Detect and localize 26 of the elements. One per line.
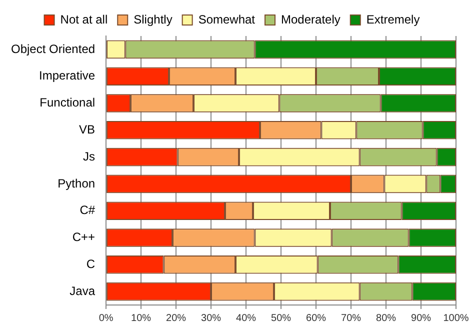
x-tick-label: 50% <box>271 312 292 324</box>
x-tick-label: 30% <box>201 312 222 324</box>
y-tick-label: Js <box>83 149 96 164</box>
y-tick-label: C# <box>80 203 96 218</box>
legend-label: Slightly <box>134 12 172 26</box>
x-tick-label: 90% <box>410 312 432 324</box>
y-tick-label: Imperative <box>39 68 96 83</box>
y-tick-label: Object Oriented <box>10 42 96 56</box>
legend-label: Moderately <box>281 12 340 26</box>
y-tick-label: C++ <box>72 230 96 244</box>
x-tick-label: 0% <box>98 312 114 324</box>
y-tick-label: VB <box>79 122 96 136</box>
legend-label: Somewhat <box>198 12 256 26</box>
x-tick-label: 80% <box>376 312 396 324</box>
x-tick-label: 100% <box>443 312 469 324</box>
legend-label: Not at all <box>60 12 108 26</box>
x-tick-label: 40% <box>236 312 256 324</box>
y-tick-label: Java <box>70 284 96 298</box>
y-tick-label: Functional <box>40 96 96 110</box>
x-tick-label: 60% <box>306 312 326 324</box>
x-tick-label: 10% <box>131 312 152 324</box>
y-tick-label: C <box>86 256 96 271</box>
legend-label: Extremely <box>366 12 420 26</box>
x-tick-label: 20% <box>166 312 186 324</box>
x-tick-label: 70% <box>341 312 362 324</box>
y-tick-label: Python <box>58 176 96 190</box>
